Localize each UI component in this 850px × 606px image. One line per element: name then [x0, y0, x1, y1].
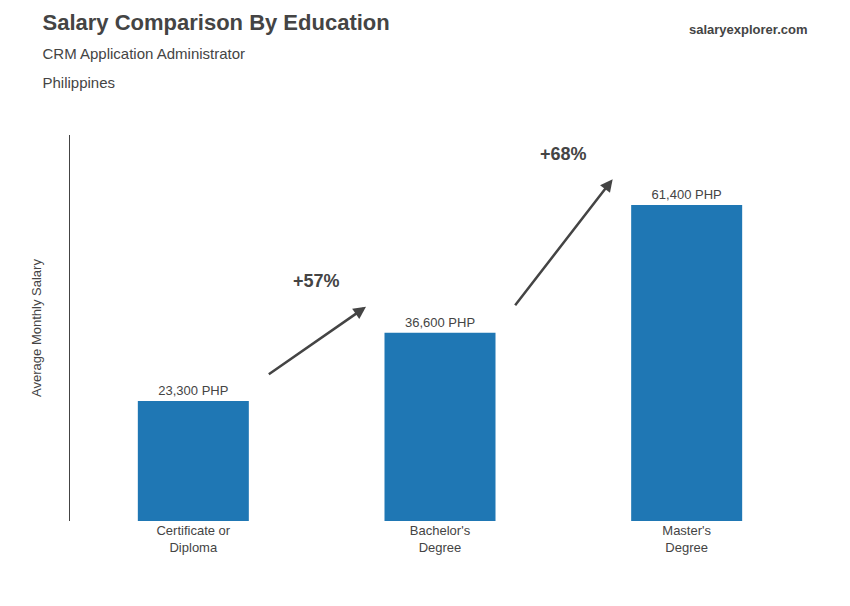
- svg-text:Average Monthly Salary: Average Monthly Salary: [29, 259, 44, 397]
- svg-text:Master'sDegree: Master'sDegree: [662, 523, 711, 555]
- svg-text:61,400 PHP: 61,400 PHP: [652, 187, 722, 202]
- svg-text:+68%: +68%: [540, 144, 587, 164]
- svg-text:Certificate orDiploma: Certificate orDiploma: [156, 523, 230, 555]
- svg-text:36,600 PHP: 36,600 PHP: [405, 315, 475, 330]
- svg-text:Bachelor'sDegree: Bachelor'sDegree: [410, 523, 471, 555]
- svg-text:+57%: +57%: [293, 271, 340, 291]
- svg-text:salaryexplorer.com: salaryexplorer.com: [689, 22, 808, 37]
- svg-text:23,300 PHP: 23,300 PHP: [158, 383, 228, 398]
- svg-text:Salary Comparison By Education: Salary Comparison By EducationCRM Applic…: [43, 10, 390, 90]
